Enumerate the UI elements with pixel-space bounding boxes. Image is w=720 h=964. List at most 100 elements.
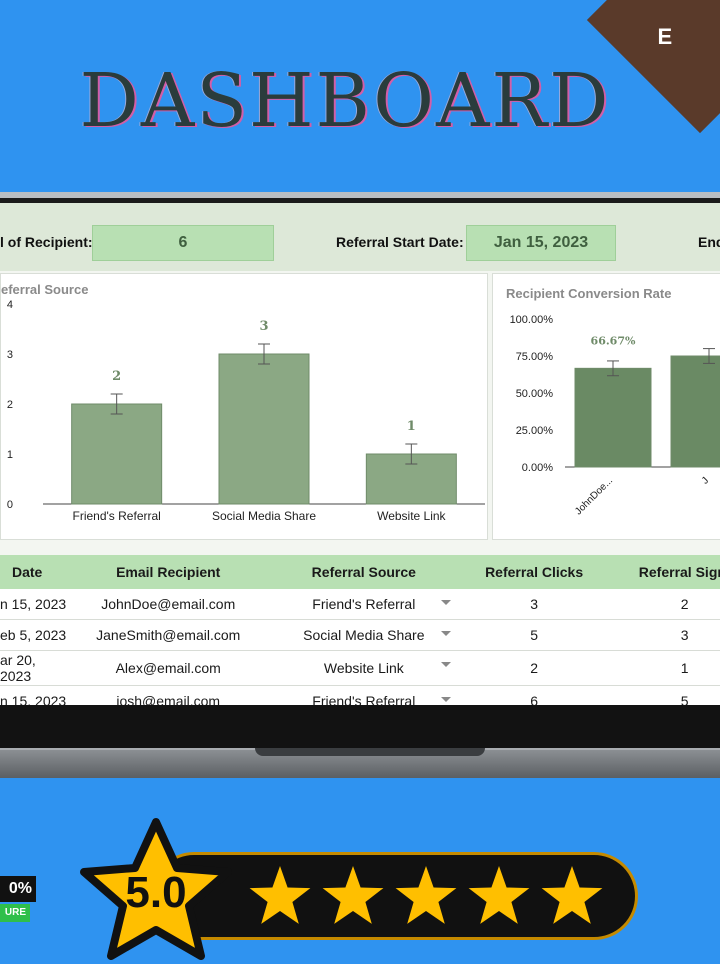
source-cell[interactable]: Friend's Referral: [268, 589, 459, 620]
rating-star-icon: [395, 866, 457, 924]
dropdown-arrow-icon[interactable]: [440, 600, 451, 605]
signups-cell: 1: [609, 650, 720, 686]
source-cell[interactable]: Friend's Referral: [268, 685, 459, 705]
bar: [574, 367, 652, 468]
data-label: 66.67%: [591, 334, 636, 347]
date-cell-text: n 15, 2023: [0, 693, 67, 705]
page-title: DASHBOARD: [79, 58, 611, 144]
signups-cell-text: 1: [680, 660, 689, 676]
badge-percent: 0%: [0, 876, 36, 902]
signups-cell-text: 3: [680, 627, 689, 643]
referral-table: Date Email Recipient Referral Source Ref…: [0, 555, 720, 705]
email-cell-text: josh@email.com: [116, 693, 221, 705]
guarantee-badge: 0% URE: [0, 870, 46, 930]
x-tick-label: Friend's Referral: [73, 509, 161, 523]
referral-source-chart: eferral Source 0 1 2 3 4 2 Friend's Referral 3 S…: [0, 273, 488, 540]
dropdown-arrow-icon[interactable]: [440, 631, 451, 636]
conversion-rate-chart: Recipient Conversion Rate 0.00% 25.00% 50.…: [492, 273, 720, 540]
email-cell-text: JaneSmith@email.com: [96, 627, 241, 643]
chart-title: eferral Source: [1, 282, 89, 297]
email-cell: JohnDoe@email.com: [67, 589, 269, 620]
table-row[interactable]: ar 20, 2023 Alex@email.com Website Link 2 1: [0, 650, 720, 686]
y-tick-label: 25.00%: [516, 425, 554, 437]
y-tick-label: 0: [7, 499, 13, 511]
date-cell: n 15, 2023: [0, 685, 68, 705]
bar: [71, 403, 163, 505]
y-tick-label: 50.00%: [516, 388, 554, 400]
signups-cell-text: 5: [680, 693, 689, 705]
x-tick-label: Social Media Share: [212, 509, 316, 523]
date-cell: n 15, 2023: [0, 589, 68, 620]
x-tick-label: J: [700, 475, 711, 486]
rating-star-icon: [249, 866, 311, 924]
clicks-cell: 2: [458, 650, 610, 686]
y-tick-label: 100.00%: [510, 314, 554, 326]
email-cell: JaneSmith@email.com: [67, 619, 269, 651]
dashboard-screen: l of Recipient: 6 Referral Start Date: J…: [0, 203, 720, 705]
bar: [218, 353, 310, 505]
chart-title: Recipient Conversion Rate: [506, 286, 672, 301]
rating-star-icon: [322, 866, 384, 924]
table-row[interactable]: n 15, 2023 JohnDoe@email.com Friend's Refe…: [0, 589, 720, 620]
email-cell-text: Alex@email.com: [115, 660, 221, 676]
summary-header: l of Recipient: 6 Referral Start Date: J…: [0, 203, 720, 271]
date-cell-text: ar 20, 2023: [0, 652, 36, 684]
signups-cell: 2: [609, 589, 720, 620]
x-tick-label: Website Link: [377, 509, 446, 523]
recipient-count-value[interactable]: 6: [92, 225, 274, 261]
large-star-icon: [80, 818, 232, 960]
table-row[interactable]: eb 5, 2023 JaneSmith@email.com Social Medi…: [0, 619, 720, 651]
clicks-cell-text: 6: [530, 693, 538, 705]
start-date-value[interactable]: Jan 15, 2023: [466, 225, 616, 261]
email-cell: Alex@email.com: [67, 650, 269, 686]
column-header-source[interactable]: Referral Source: [268, 555, 459, 589]
signups-cell-text: 2: [680, 596, 689, 612]
source-cell-text: Website Link: [323, 660, 404, 676]
start-date-label: Referral Start Date:: [336, 234, 464, 250]
column-header-date[interactable]: Date: [0, 555, 68, 589]
column-header-email[interactable]: Email Recipient: [67, 555, 269, 589]
date-cell: eb 5, 2023: [0, 619, 68, 651]
source-cell-text: Social Media Share: [303, 627, 425, 643]
keyboard-area: [0, 705, 720, 748]
clicks-cell-text: 5: [530, 627, 538, 643]
y-tick-label: 4: [7, 299, 13, 311]
date-cell: ar 20, 2023: [0, 650, 68, 686]
corner-glyph: E: [657, 24, 673, 50]
rating-star-icon: [468, 866, 530, 924]
email-cell-text: JohnDoe@email.com: [101, 596, 236, 612]
source-cell-text: Friend's Referral: [312, 693, 416, 705]
bar: [670, 355, 720, 468]
y-tick-label: 3: [7, 349, 13, 361]
clicks-cell-text: 2: [530, 660, 538, 676]
rating-stars: [249, 866, 603, 924]
badge-label: URE: [0, 904, 30, 922]
y-tick-label: 75.00%: [516, 351, 554, 363]
source-cell[interactable]: Website Link: [268, 650, 459, 686]
table-header-row: Date Email Recipient Referral Source Ref…: [0, 555, 720, 589]
data-label: 2: [112, 369, 121, 384]
end-date-label: End: [698, 234, 720, 250]
data-label: 3: [259, 319, 268, 334]
source-cell-text: Friend's Referral: [312, 596, 416, 612]
dropdown-arrow-icon[interactable]: [440, 697, 451, 702]
table-row[interactable]: n 15, 2023 josh@email.com Friend's Referra…: [0, 685, 720, 705]
rating-star-icon: [541, 866, 603, 924]
referral-source-svg: 0 1 2 3 4 2 Friend's Referral 3 Social Media Sha…: [7, 299, 485, 523]
recipient-count-label: l of Recipient:: [0, 234, 93, 250]
y-tick-label: 1: [7, 449, 13, 461]
source-cell[interactable]: Social Media Share: [268, 619, 459, 651]
clicks-cell-text: 3: [530, 596, 538, 612]
y-tick-label: 0.00%: [522, 462, 553, 474]
dropdown-arrow-icon[interactable]: [440, 662, 451, 667]
laptop-base-notch: [255, 748, 485, 756]
date-cell-text: eb 5, 2023: [0, 627, 67, 643]
clicks-cell: 6: [458, 685, 610, 705]
email-cell: josh@email.com: [67, 685, 269, 705]
rating-score: 5.0: [125, 868, 187, 917]
column-header-clicks[interactable]: Referral Clicks: [458, 555, 610, 589]
clicks-cell: 3: [458, 589, 610, 620]
date-cell-text: n 15, 2023: [0, 596, 67, 612]
signups-cell: 3: [609, 619, 720, 651]
